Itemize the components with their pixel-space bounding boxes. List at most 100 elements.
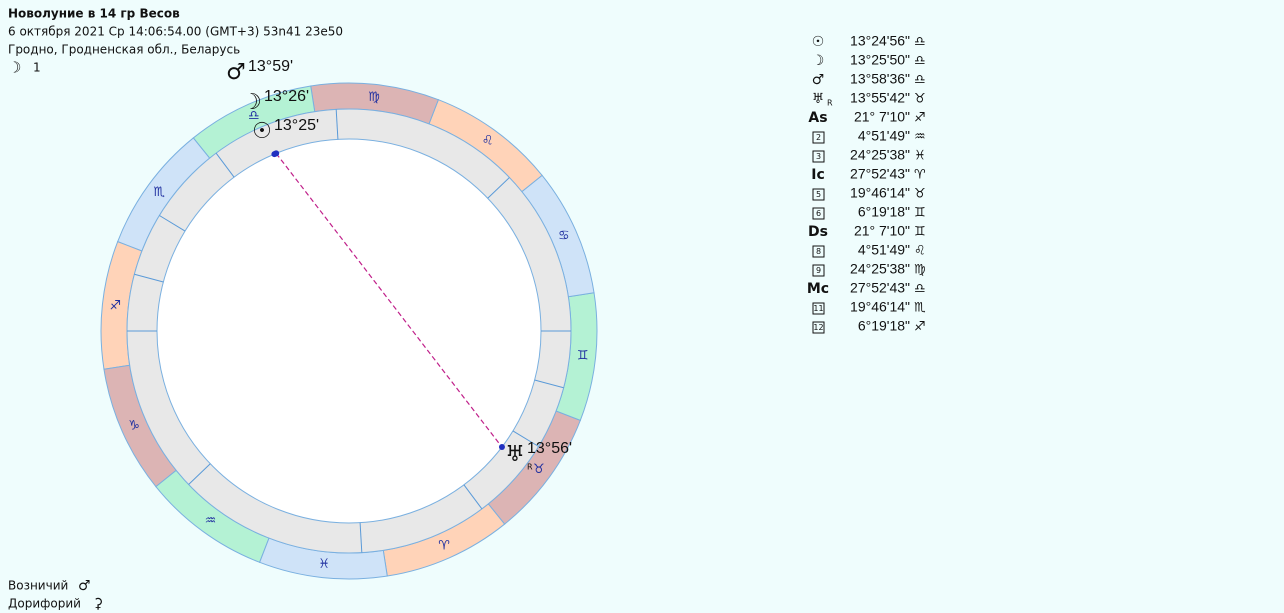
position-symbol: 2 (816, 133, 821, 142)
house-box (812, 264, 825, 277)
house-box (812, 245, 825, 258)
position-value: 4°51'49" (858, 242, 910, 258)
position-sign: ♒ (914, 130, 926, 145)
position-sign: ♉ (914, 187, 926, 202)
position-value: 21° 7'10" (854, 109, 910, 125)
position-symbol: ♂ (812, 72, 825, 88)
position-value: 19°46'14" (850, 299, 910, 315)
house-cusp (335, 109, 339, 140)
position-sign: ♉ (914, 92, 926, 107)
position-sign: ♊ (914, 206, 926, 221)
star-name: Дорифорий (8, 597, 81, 611)
body-dot (498, 444, 505, 451)
sign-glyph: ♎ (248, 109, 260, 124)
sign-glyph: ♈ (438, 538, 450, 553)
position-value: 13°25'50" (850, 52, 910, 68)
position-value: 6°19'18" (858, 318, 910, 334)
house-cusp (359, 522, 363, 553)
position-sign: ♎ (914, 35, 926, 50)
position-sign: ♏ (914, 301, 926, 316)
moon-glyph: ☽ (8, 59, 21, 77)
body-degree: 13°25' (274, 117, 319, 134)
star-name: Возничий (8, 579, 68, 593)
house-cusp (159, 215, 186, 232)
retro-mark: R (527, 463, 533, 472)
body-glyph: ☽ (242, 90, 262, 115)
retro-mark: R (827, 99, 833, 108)
sign-glyph: ♓ (318, 557, 330, 572)
position-symbol: 3 (816, 152, 821, 161)
position-value: 19°46'14" (850, 185, 910, 201)
position-symbol: 9 (816, 266, 821, 275)
house-box (812, 321, 825, 334)
position-sign: ♐ (914, 320, 926, 335)
position-value: 27°52'43" (850, 280, 910, 296)
place-line: Гродно, Гродненская обл., Беларусь (8, 43, 240, 57)
position-symbol: ☉ (812, 34, 825, 50)
sign-glyph: ♏ (153, 185, 165, 200)
position-symbol: 6 (816, 209, 821, 218)
position-symbol: 11 (813, 304, 823, 313)
body-degree: 13°26' (264, 88, 309, 105)
position-sign: ♎ (914, 73, 926, 88)
house-box (812, 207, 825, 220)
house-box (812, 150, 825, 163)
position-value: 13°55'42" (850, 90, 910, 106)
sign-glyph: ♍ (368, 90, 380, 105)
title: Новолуние в 14 гр Весов (8, 7, 180, 21)
position-symbol: 5 (816, 190, 821, 199)
position-value: 6°19'18" (858, 204, 910, 220)
position-sign: ♐ (914, 111, 926, 126)
inner-circle (156, 138, 542, 524)
body-glyph: ♂ (226, 60, 246, 85)
position-sign: ♈ (914, 168, 926, 183)
position-sign: ♌ (914, 244, 926, 259)
house-cusp (534, 379, 564, 389)
house-cusp (215, 152, 235, 178)
position-value: 13°24'56" (850, 33, 910, 49)
body-degree: 13°56' (527, 440, 572, 457)
position-value: 21° 7'10" (854, 223, 910, 239)
position-symbol: ☽ (812, 53, 825, 69)
position-value: 4°51'49" (858, 128, 910, 144)
position-symbol: Ic (811, 167, 825, 183)
position-sign: ♍ (914, 263, 926, 278)
body-glyph: ☉ (252, 119, 272, 144)
position-sign: ♊ (914, 225, 926, 240)
body-dot (271, 151, 278, 158)
position-value: 24°25'38" (850, 147, 910, 163)
date-line: 6 октября 2021 Ср 14:06:54.00 (GMT+3) 53… (8, 25, 343, 39)
position-value: 27°52'43" (850, 166, 910, 182)
position-symbol: 12 (813, 323, 823, 332)
sign-glyph: ♉ (533, 462, 545, 477)
body-glyph: ♅ (505, 442, 525, 467)
body-degree: 13°59' (248, 58, 293, 75)
house-cusp (487, 177, 510, 199)
sign-glyph: ♋ (558, 228, 570, 243)
house-box (812, 188, 825, 201)
house-cusp (188, 463, 211, 485)
position-sign: ♎ (914, 54, 926, 69)
sign-glyph: ♒ (205, 513, 217, 528)
position-symbol: As (808, 110, 827, 126)
position-symbol: ♅ (812, 91, 825, 107)
star-glyph: ♂ (78, 578, 91, 594)
position-sign: ♓ (914, 149, 926, 164)
position-symbol: Mc (807, 281, 829, 297)
aspect-line (275, 152, 503, 448)
sign-glyph: ♌ (482, 134, 494, 149)
house-box (812, 131, 825, 144)
sign-glyph: ♊ (577, 349, 589, 364)
position-value: 13°58'36" (850, 71, 910, 87)
sign-glyph: ♑ (128, 419, 140, 434)
house-box (812, 302, 825, 315)
moon-day: 1 (33, 61, 41, 75)
position-symbol: Ds (808, 224, 828, 240)
house-cusp (512, 430, 539, 447)
sign-glyph: ♐ (110, 298, 122, 313)
house-cusp (463, 484, 483, 510)
house-cusp (134, 273, 164, 283)
position-symbol: 8 (816, 247, 821, 256)
star-glyph: ⚳ (93, 596, 103, 612)
